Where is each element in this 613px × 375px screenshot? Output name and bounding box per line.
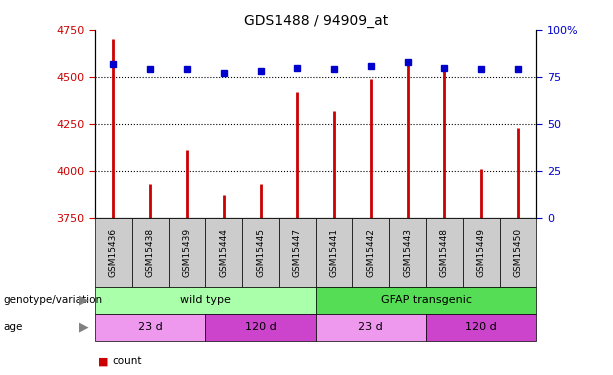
- Text: 120 d: 120 d: [465, 322, 497, 332]
- Text: GSM15438: GSM15438: [146, 228, 154, 277]
- Text: 23 d: 23 d: [138, 322, 162, 332]
- Text: GSM15442: GSM15442: [367, 228, 375, 277]
- Text: GSM15448: GSM15448: [440, 228, 449, 277]
- Text: 120 d: 120 d: [245, 322, 276, 332]
- Text: GSM15441: GSM15441: [330, 228, 338, 277]
- Text: GSM15450: GSM15450: [514, 228, 522, 277]
- Text: GSM15447: GSM15447: [293, 228, 302, 277]
- Text: 23 d: 23 d: [359, 322, 383, 332]
- Text: GSM15443: GSM15443: [403, 228, 412, 277]
- Title: GDS1488 / 94909_at: GDS1488 / 94909_at: [243, 13, 388, 28]
- Text: GSM15436: GSM15436: [109, 228, 118, 277]
- Text: GSM15445: GSM15445: [256, 228, 265, 277]
- Text: GSM15449: GSM15449: [477, 228, 485, 277]
- Text: genotype/variation: genotype/variation: [3, 296, 102, 305]
- Text: GSM15444: GSM15444: [219, 228, 228, 277]
- Text: GFAP transgenic: GFAP transgenic: [381, 296, 471, 305]
- Text: ▶: ▶: [79, 294, 89, 307]
- Text: GSM15439: GSM15439: [183, 228, 191, 277]
- Text: count: count: [112, 357, 142, 366]
- Text: ▶: ▶: [79, 321, 89, 334]
- Text: ■: ■: [98, 357, 109, 366]
- Text: wild type: wild type: [180, 296, 230, 305]
- Text: age: age: [3, 322, 23, 332]
